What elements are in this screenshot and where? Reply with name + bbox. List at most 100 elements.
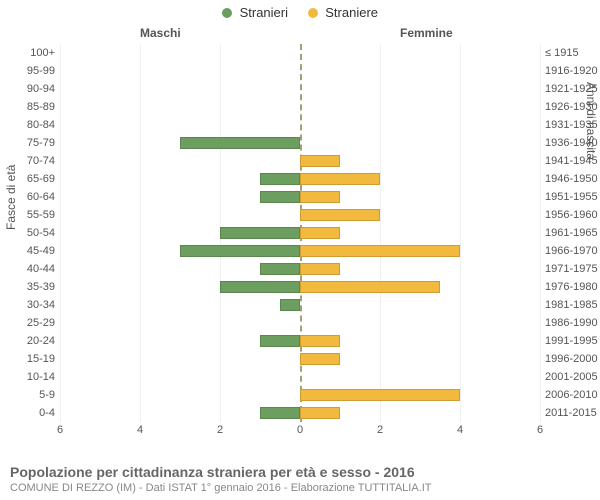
female-half	[300, 188, 540, 206]
x-tick: 6	[57, 424, 63, 436]
female-half	[300, 80, 540, 98]
birth-label: 1951-1955	[545, 188, 600, 206]
header-female: Femmine	[400, 26, 453, 40]
age-label: 5-9	[5, 386, 55, 404]
female-half	[300, 350, 540, 368]
bar-female	[300, 407, 340, 419]
age-label: 75-79	[5, 134, 55, 152]
female-half	[300, 314, 540, 332]
pyramid-row: 45-491966-1970	[60, 242, 540, 260]
female-half	[300, 170, 540, 188]
legend-swatch-female	[308, 8, 318, 18]
bar-female	[300, 191, 340, 203]
pyramid-row: 0-42011-2015	[60, 404, 540, 422]
female-half	[300, 332, 540, 350]
age-label: 25-29	[5, 314, 55, 332]
bar-female	[300, 209, 380, 221]
birth-label: 1926-1930	[545, 98, 600, 116]
male-half	[60, 314, 300, 332]
pyramid-row: 90-941921-1925	[60, 80, 540, 98]
birth-label: 1986-1990	[545, 314, 600, 332]
birth-label: 1991-1995	[545, 332, 600, 350]
bar-male	[220, 281, 300, 293]
pyramid-row: 60-641951-1955	[60, 188, 540, 206]
age-label: 45-49	[5, 242, 55, 260]
female-half	[300, 296, 540, 314]
legend-label-female: Straniere	[325, 5, 378, 20]
footer-title: Popolazione per cittadinanza straniera p…	[10, 464, 432, 480]
chart-container: Stranieri Straniere Maschi Femmine Fasce…	[0, 0, 600, 500]
birth-label: 2001-2005	[545, 368, 600, 386]
pyramid-row: 55-591956-1960	[60, 206, 540, 224]
female-half	[300, 152, 540, 170]
pyramid-row: 80-841931-1935	[60, 116, 540, 134]
pyramid-row: 35-391976-1980	[60, 278, 540, 296]
bar-male	[220, 227, 300, 239]
pyramid-row: 40-441971-1975	[60, 260, 540, 278]
age-label: 10-14	[5, 368, 55, 386]
bar-male	[260, 191, 300, 203]
male-half	[60, 278, 300, 296]
female-half	[300, 404, 540, 422]
male-half	[60, 170, 300, 188]
birth-label: 1976-1980	[545, 278, 600, 296]
age-label: 0-4	[5, 404, 55, 422]
header-male: Maschi	[140, 26, 181, 40]
female-half	[300, 386, 540, 404]
birth-label: 1916-1920	[545, 62, 600, 80]
bar-female	[300, 245, 460, 257]
female-half	[300, 242, 540, 260]
bar-female	[300, 353, 340, 365]
bar-female	[300, 281, 440, 293]
male-half	[60, 98, 300, 116]
male-half	[60, 296, 300, 314]
age-label: 90-94	[5, 80, 55, 98]
pyramid-row: 30-341981-1985	[60, 296, 540, 314]
legend-label-male: Stranieri	[240, 5, 288, 20]
bar-female	[300, 389, 460, 401]
footer: Popolazione per cittadinanza straniera p…	[10, 464, 432, 494]
birth-label: 1936-1940	[545, 134, 600, 152]
pyramid-row: 20-241991-1995	[60, 332, 540, 350]
legend-swatch-male	[222, 8, 232, 18]
age-label: 20-24	[5, 332, 55, 350]
age-label: 30-34	[5, 296, 55, 314]
age-label: 15-19	[5, 350, 55, 368]
x-axis: 6420246	[60, 424, 540, 440]
age-label: 50-54	[5, 224, 55, 242]
x-tick: 0	[297, 424, 303, 436]
pyramid-row: 25-291986-1990	[60, 314, 540, 332]
male-half	[60, 44, 300, 62]
birth-label: 1946-1950	[545, 170, 600, 188]
plot-region: 100+≤ 191595-991916-192090-941921-192585…	[60, 44, 540, 422]
female-half	[300, 260, 540, 278]
birth-label: 2011-2015	[545, 404, 600, 422]
birth-label: 1931-1935	[545, 116, 600, 134]
female-half	[300, 98, 540, 116]
birth-label: 1971-1975	[545, 260, 600, 278]
age-label: 95-99	[5, 62, 55, 80]
male-half	[60, 386, 300, 404]
legend: Stranieri Straniere	[0, 4, 600, 20]
male-half	[60, 368, 300, 386]
x-tick: 6	[537, 424, 543, 436]
age-label: 85-89	[5, 98, 55, 116]
male-half	[60, 62, 300, 80]
pyramid-row: 75-791936-1940	[60, 134, 540, 152]
male-half	[60, 332, 300, 350]
male-half	[60, 152, 300, 170]
female-half	[300, 44, 540, 62]
female-half	[300, 206, 540, 224]
birth-label: 2006-2010	[545, 386, 600, 404]
birth-label: 1966-1970	[545, 242, 600, 260]
pyramid-row: 70-741941-1945	[60, 152, 540, 170]
bar-male	[260, 407, 300, 419]
grid-line	[540, 44, 541, 422]
pyramid-row: 85-891926-1930	[60, 98, 540, 116]
birth-label: 1921-1925	[545, 80, 600, 98]
bar-female	[300, 155, 340, 167]
male-half	[60, 206, 300, 224]
age-label: 40-44	[5, 260, 55, 278]
birth-label: ≤ 1915	[545, 44, 600, 62]
birth-label: 1996-2000	[545, 350, 600, 368]
